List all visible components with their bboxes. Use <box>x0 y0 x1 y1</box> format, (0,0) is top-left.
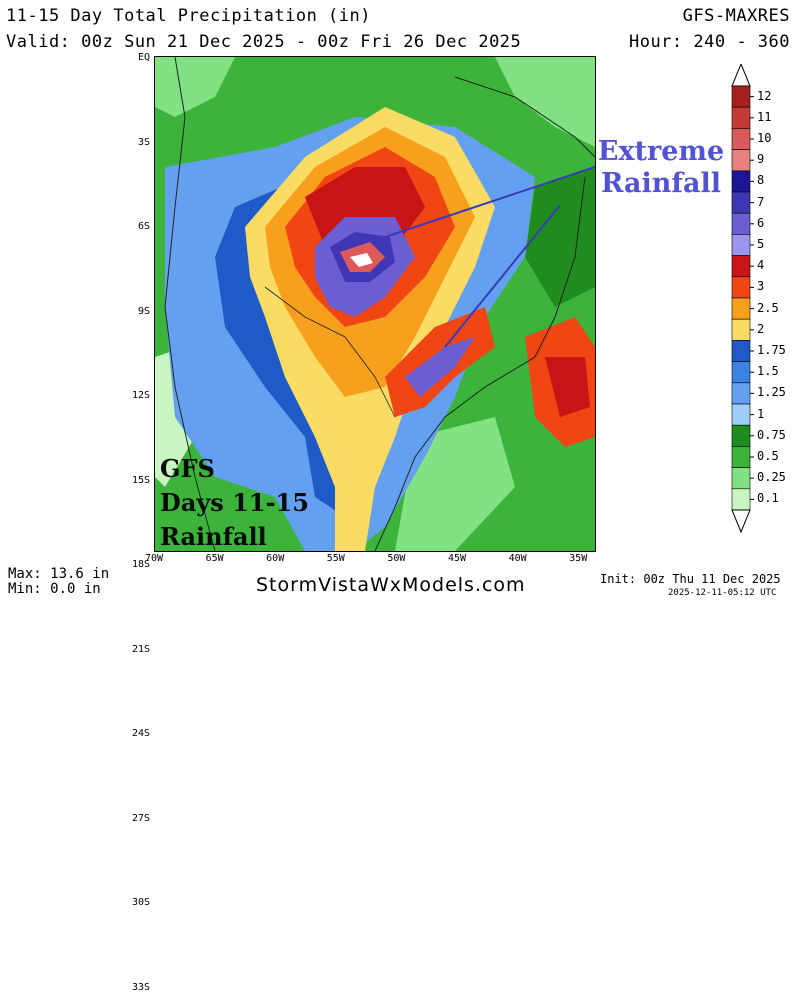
legend-colorbar <box>731 62 754 534</box>
lat-label: 21S <box>131 643 150 655</box>
legend-swatch <box>731 361 751 384</box>
southeast-extreme-band <box>405 337 475 397</box>
legend-swatch <box>731 191 751 214</box>
lon-label: 55W <box>326 553 345 564</box>
legend-swatch <box>731 170 751 193</box>
max-value: Max: 13.6 in <box>8 566 110 582</box>
eastern-coastline <box>374 176 586 551</box>
extreme-core-peak <box>350 253 373 267</box>
light-rain-area-ne <box>495 57 595 147</box>
legend-swatch <box>731 446 751 468</box>
legend-label: 4 <box>757 258 765 273</box>
legend-label: 0.75 <box>757 427 786 442</box>
min-value: Min: 0.0 in <box>8 581 101 597</box>
annotation-extreme-line2: Rainfall <box>600 168 722 199</box>
legend-label: 5 <box>757 237 765 251</box>
lat-label: 24S <box>131 728 150 739</box>
forecast-hour: Hour: 240 - 360 <box>628 32 790 52</box>
lon-label: 50W <box>387 553 406 564</box>
extreme-rainfall-annotation: Extreme Rainfall <box>596 136 726 200</box>
legend-swatch <box>731 212 751 235</box>
legend-label: 12 <box>757 88 772 103</box>
legend-label: 0.25 <box>757 470 786 485</box>
annotation-extreme-line1: Extreme <box>597 136 725 167</box>
western-border-line <box>164 57 216 551</box>
legend-swatch <box>731 149 751 172</box>
coastal-heavy-core <box>545 357 590 417</box>
legend-label: 2 <box>757 321 765 336</box>
annotation-gfs-line2: Days 11-15 <box>160 488 309 517</box>
lon-label: 70W <box>144 553 164 564</box>
legend-label: 1.5 <box>757 364 779 379</box>
lat-label: 3S <box>137 136 150 148</box>
extreme-arrow-south <box>444 204 561 348</box>
precipitation-field <box>155 57 595 551</box>
legend-swatch <box>731 403 751 426</box>
legend-label: 6 <box>757 215 765 230</box>
lon-label: 35W <box>569 553 588 564</box>
legend-label: 11 <box>757 109 772 124</box>
legend-swatch <box>731 424 751 447</box>
legend-label: 0.5 <box>757 449 779 463</box>
lon-label: 45W <box>447 553 467 564</box>
model-name: GFS-MAXRES <box>682 6 790 26</box>
legend-label: 0.1 <box>757 491 779 506</box>
lat-label: 18S <box>131 559 150 570</box>
legend-label: 9 <box>757 152 765 167</box>
gfs-days-annotation: GFS Days 11-15 Rainfall <box>160 452 309 554</box>
lat-label: 9S <box>137 305 150 317</box>
legend-label: 3 <box>757 279 765 294</box>
annotation-gfs-line3: Rainfall <box>160 522 267 551</box>
legend-swatch <box>731 255 751 278</box>
lat-label: 27S <box>131 812 150 824</box>
legend-label: 10 <box>757 131 772 145</box>
extreme-arrow-north <box>384 166 595 238</box>
darker-green-area-east <box>525 167 595 307</box>
light-rain-area-nw <box>155 57 235 117</box>
legend-upper-arrow <box>731 62 751 87</box>
precipitation-legend: 12 11 10 9 8 7 6 5 4 3 2.5 2 1.75 1.5 1.25 1 0.75 0.5 0.25… <box>726 62 796 556</box>
lon-label: 60W <box>266 553 285 564</box>
legend-swatch <box>731 276 751 299</box>
lat-label: 6S <box>137 221 150 232</box>
website-credit: StormVistaWxModels.com <box>256 574 526 596</box>
lat-label: 12S <box>131 390 150 401</box>
legend-swatch <box>731 467 751 490</box>
init-time: Init: 00z Thu 11 Dec 2025 <box>600 572 781 586</box>
legend-lower-arrow <box>731 509 751 534</box>
lat-label: EQ <box>137 52 150 63</box>
legend-swatch <box>731 85 751 108</box>
legend-swatch <box>731 234 751 256</box>
lat-label: 15S <box>131 474 150 486</box>
generated-timestamp: 2025-12-11-05:12 UTC <box>668 588 777 598</box>
precipitation-map <box>154 56 596 552</box>
map-title: 11-15 Day Total Precipitation (in) <box>6 6 371 26</box>
lat-label: 30S <box>131 897 150 908</box>
legend-swatch <box>731 488 751 511</box>
lon-label: 65W <box>205 553 224 564</box>
lon-label: 40W <box>508 553 527 564</box>
lat-label: 33S <box>131 981 150 993</box>
legend-swatch <box>731 318 751 341</box>
legend-label: 8 <box>757 173 765 188</box>
legend-label: 2.5 <box>757 300 779 315</box>
legend-swatch <box>731 106 751 129</box>
legend-swatch <box>731 297 751 320</box>
valid-period: Valid: 00z Sun 21 Dec 2025 - 00z Fri 26 … <box>6 32 522 52</box>
legend-label: 1 <box>757 406 765 421</box>
legend-swatch <box>731 128 751 150</box>
legend-label: 1.75 <box>757 343 786 357</box>
legend-swatch <box>731 382 751 405</box>
interior-border <box>264 286 396 418</box>
annotation-gfs-line1: GFS <box>160 454 215 483</box>
northern-coastline <box>454 76 595 158</box>
legend-label: 7 <box>757 194 765 209</box>
legend-swatch <box>731 340 751 362</box>
legend-label: 1.25 <box>757 385 786 400</box>
